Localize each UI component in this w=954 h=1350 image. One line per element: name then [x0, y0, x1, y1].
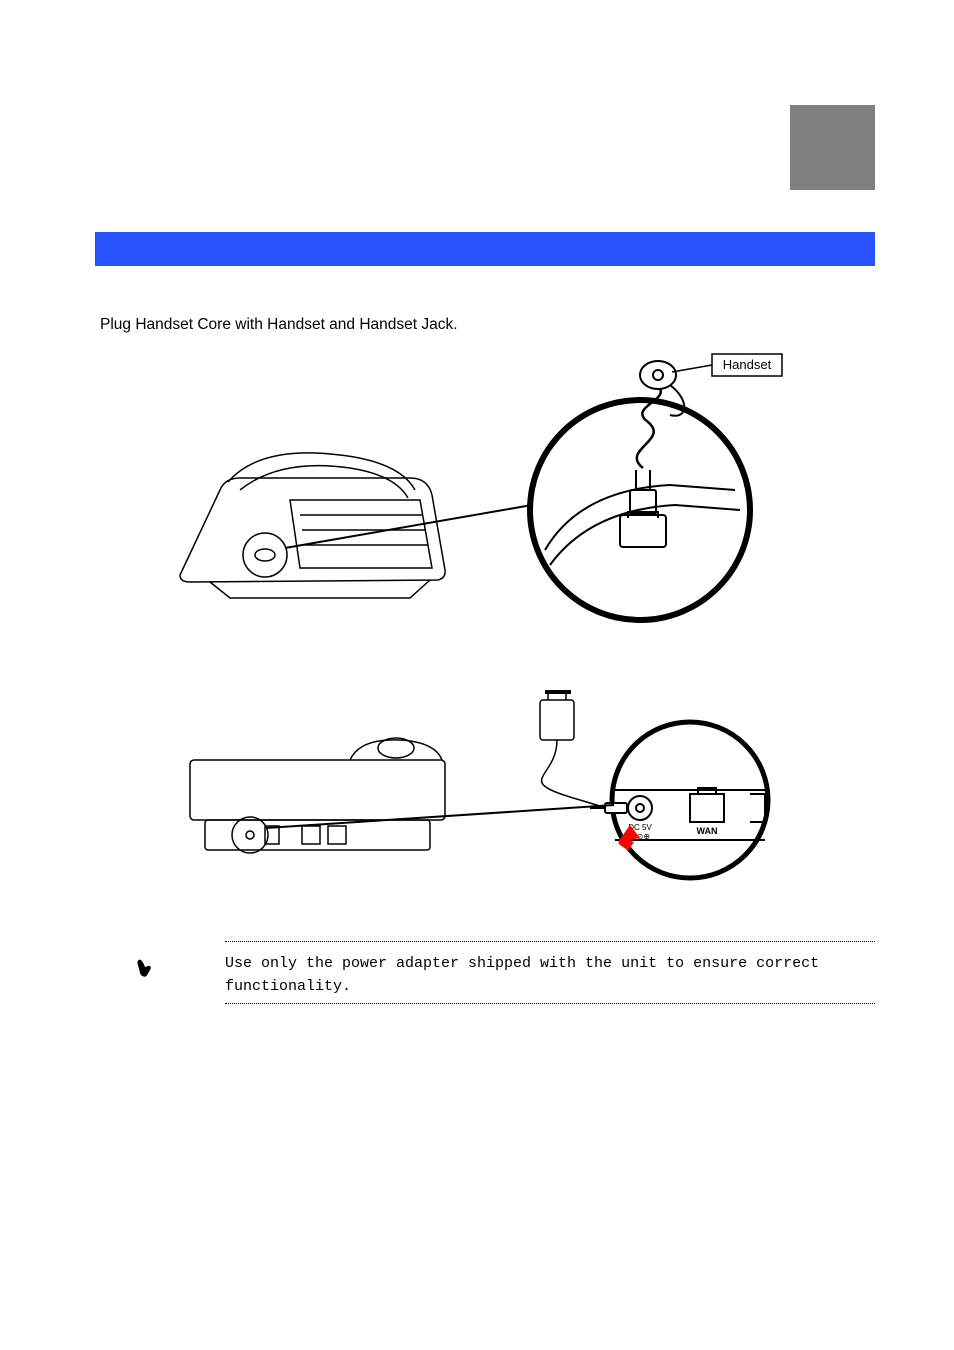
pointing-hand-icon — [135, 957, 157, 979]
document-page: Plug Handset Core with Handset and Hands… — [0, 0, 954, 1350]
handset-callout-label: Handset — [723, 357, 772, 372]
note-block: Use only the power adapter shipped with … — [95, 935, 875, 1020]
note-rule-bottom — [225, 1003, 875, 1004]
note-rule-top — [225, 941, 875, 942]
section-heading-bar — [95, 232, 875, 266]
header-gray-box — [790, 105, 875, 190]
note-text: Use only the power adapter shipped with … — [225, 953, 875, 998]
instruction-text: Plug Handset Core with Handset and Hands… — [100, 316, 458, 334]
power-adapter-diagram: DC 5V ⊖⊙⊕ WAN — [150, 690, 810, 890]
wan-label: WAN — [697, 826, 718, 836]
handset-callout: Handset — [672, 354, 782, 376]
handset-diagram: Handset — [150, 350, 810, 630]
